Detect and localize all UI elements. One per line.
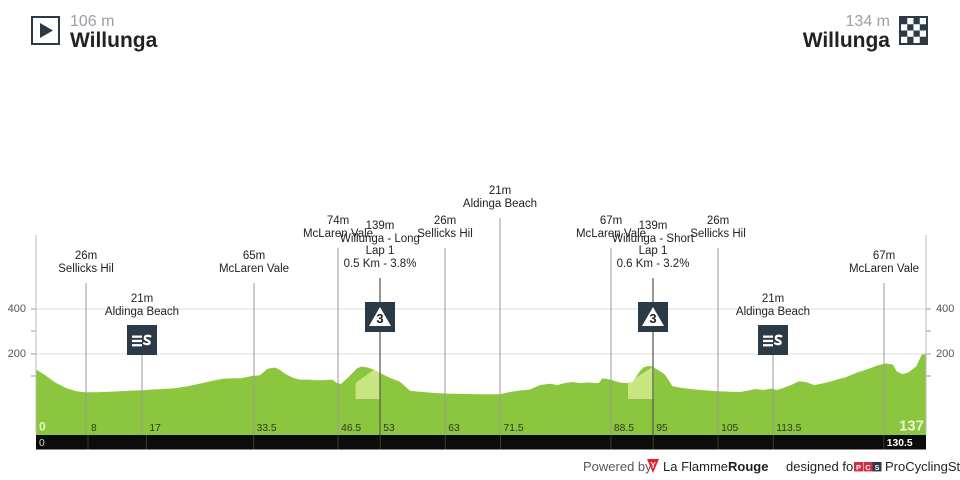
- svg-text:La FlammeRouge: La FlammeRouge: [663, 459, 768, 474]
- svg-text:S: S: [874, 463, 879, 472]
- svg-text:Powered by: Powered by: [583, 459, 652, 474]
- svg-text:ProCyclingStats: ProCyclingStats: [885, 459, 960, 474]
- svg-text:C: C: [865, 463, 871, 472]
- svg-text:designed for: designed for: [786, 459, 858, 474]
- svg-text:Y: Y: [650, 461, 656, 470]
- svg-text:P: P: [856, 463, 861, 472]
